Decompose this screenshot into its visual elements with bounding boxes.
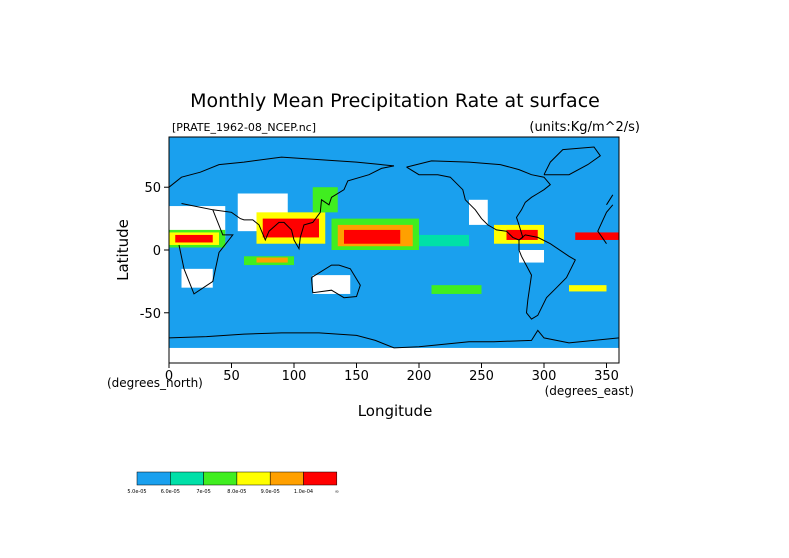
coastline-1 (178, 203, 614, 295)
x-unit-note: (degrees_east) (545, 384, 634, 398)
precip-region-21 (569, 285, 607, 292)
coastline-6 (543, 146, 601, 176)
legend-swatch-0 (136, 471, 171, 486)
legend-label-4: 9.0e-05 (261, 489, 280, 495)
x-axis-label: Longitude (358, 402, 433, 420)
chart-title: Monthly Mean Precipitation Rate at surfa… (190, 90, 600, 112)
x-tick-label: 100 (282, 369, 307, 384)
precip-region-19 (256, 257, 288, 263)
y-axis-label: Latitude (114, 219, 132, 281)
x-tick-label: 50 (223, 369, 240, 384)
legend-swatch-4 (269, 471, 304, 486)
missing-data-region-2 (469, 199, 488, 225)
legend-swatch-5 (303, 471, 338, 486)
precipitation-regions (169, 187, 619, 363)
precip-region-20 (431, 285, 482, 294)
legend-label-6: ∞ (335, 489, 339, 495)
x-tick-label: 150 (344, 369, 369, 384)
x-tick-label: 350 (594, 369, 619, 384)
chart-subtitle-left: [PRATE_1962-08_NCEP.nc] (172, 121, 316, 134)
coastlines (168, 146, 620, 349)
legend-label-0: 5.0e-05 (127, 489, 146, 495)
y-tick-label: -50 (140, 307, 161, 322)
legend-swatch-2 (203, 471, 238, 486)
coastline-5 (518, 234, 576, 320)
legend-label-2: 7e-05 (196, 489, 210, 495)
plot-area (168, 136, 620, 364)
y-tick-label: 50 (144, 181, 161, 196)
legend-label-3: 8.0e-05 (227, 489, 246, 495)
y-unit-note: (degrees_north) (107, 376, 203, 390)
x-tick-label: 0 (165, 369, 173, 384)
precip-region-9 (175, 234, 213, 243)
precip-region-22 (312, 187, 338, 213)
legend-swatch-1 (170, 471, 204, 486)
x-axis-ticks: 0 50 100 150 200 250 300 350 (165, 363, 619, 384)
y-axis-ticks: 50 0 -50 (140, 181, 169, 322)
missing-data-region-3 (519, 250, 544, 263)
coastline-2 (212, 165, 395, 251)
coastline-4 (406, 160, 552, 241)
x-tick-label: 300 (532, 369, 557, 384)
color-legend: 5.0e-05 6.0e-05 7e-05 8.0e-05 9.0e-05 1.0e-04… (127, 471, 339, 495)
legend-label-5: 1.0e-04 (294, 489, 313, 495)
chart-subtitle-right: (units:Kg/m^2/s) (529, 120, 640, 135)
precip-region-15 (419, 234, 469, 247)
precip-region-11 (262, 218, 319, 238)
coastline-7 (168, 329, 620, 349)
coastline-0 (168, 156, 614, 206)
missing-data-region-4 (312, 275, 351, 294)
x-tick-label: 200 (407, 369, 432, 384)
precip-region-23 (575, 232, 619, 240)
y-tick-label: 0 (153, 244, 161, 259)
legend-label-1: 6.0e-05 (161, 489, 180, 495)
coastline-3 (311, 264, 361, 299)
missing-data-region-6 (169, 347, 619, 363)
precip-region-14 (344, 229, 401, 244)
x-tick-label: 250 (469, 369, 494, 384)
legend-swatch-3 (236, 471, 271, 486)
